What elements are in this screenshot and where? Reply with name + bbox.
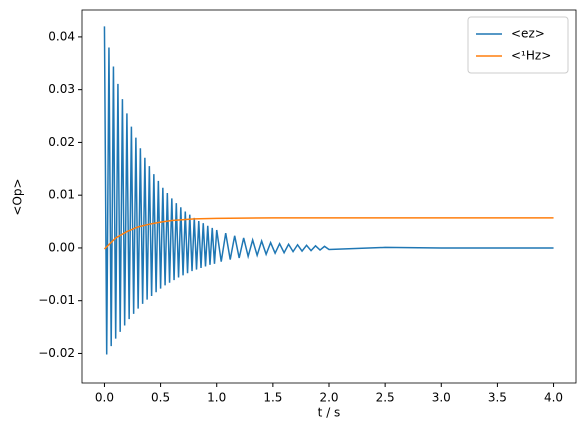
x-tick-label: 3.0 xyxy=(432,391,451,405)
y-tick-label: −0.01 xyxy=(38,293,75,307)
x-tick-label: 1.5 xyxy=(263,391,282,405)
legend-label: <¹Hz> xyxy=(511,49,551,63)
x-tick-label: 3.5 xyxy=(488,391,507,405)
y-tick-label: 0.02 xyxy=(48,135,75,149)
y-tick-label: 0.01 xyxy=(48,188,75,202)
x-tick-label: 0.5 xyxy=(151,391,170,405)
x-tick-label: 2.5 xyxy=(376,391,395,405)
y-tick-label: 0.04 xyxy=(48,29,75,43)
series-line xyxy=(103,217,554,250)
x-tick-label: 1.0 xyxy=(207,391,226,405)
x-tick-label: 0.0 xyxy=(95,391,114,405)
y-axis-label: <Op> xyxy=(11,178,25,215)
plot-frame xyxy=(81,9,577,384)
y-tick-label: 0.03 xyxy=(48,82,75,96)
x-tick-label: 2.0 xyxy=(319,391,338,405)
series-line xyxy=(103,26,554,355)
legend-box xyxy=(467,16,569,74)
x-tick-label: 4.0 xyxy=(544,391,563,405)
y-tick-label: −0.02 xyxy=(38,346,75,360)
x-axis-label: t / s xyxy=(318,406,341,420)
legend-label: <ez> xyxy=(511,27,545,41)
y-tick-label: 0.00 xyxy=(48,240,75,254)
